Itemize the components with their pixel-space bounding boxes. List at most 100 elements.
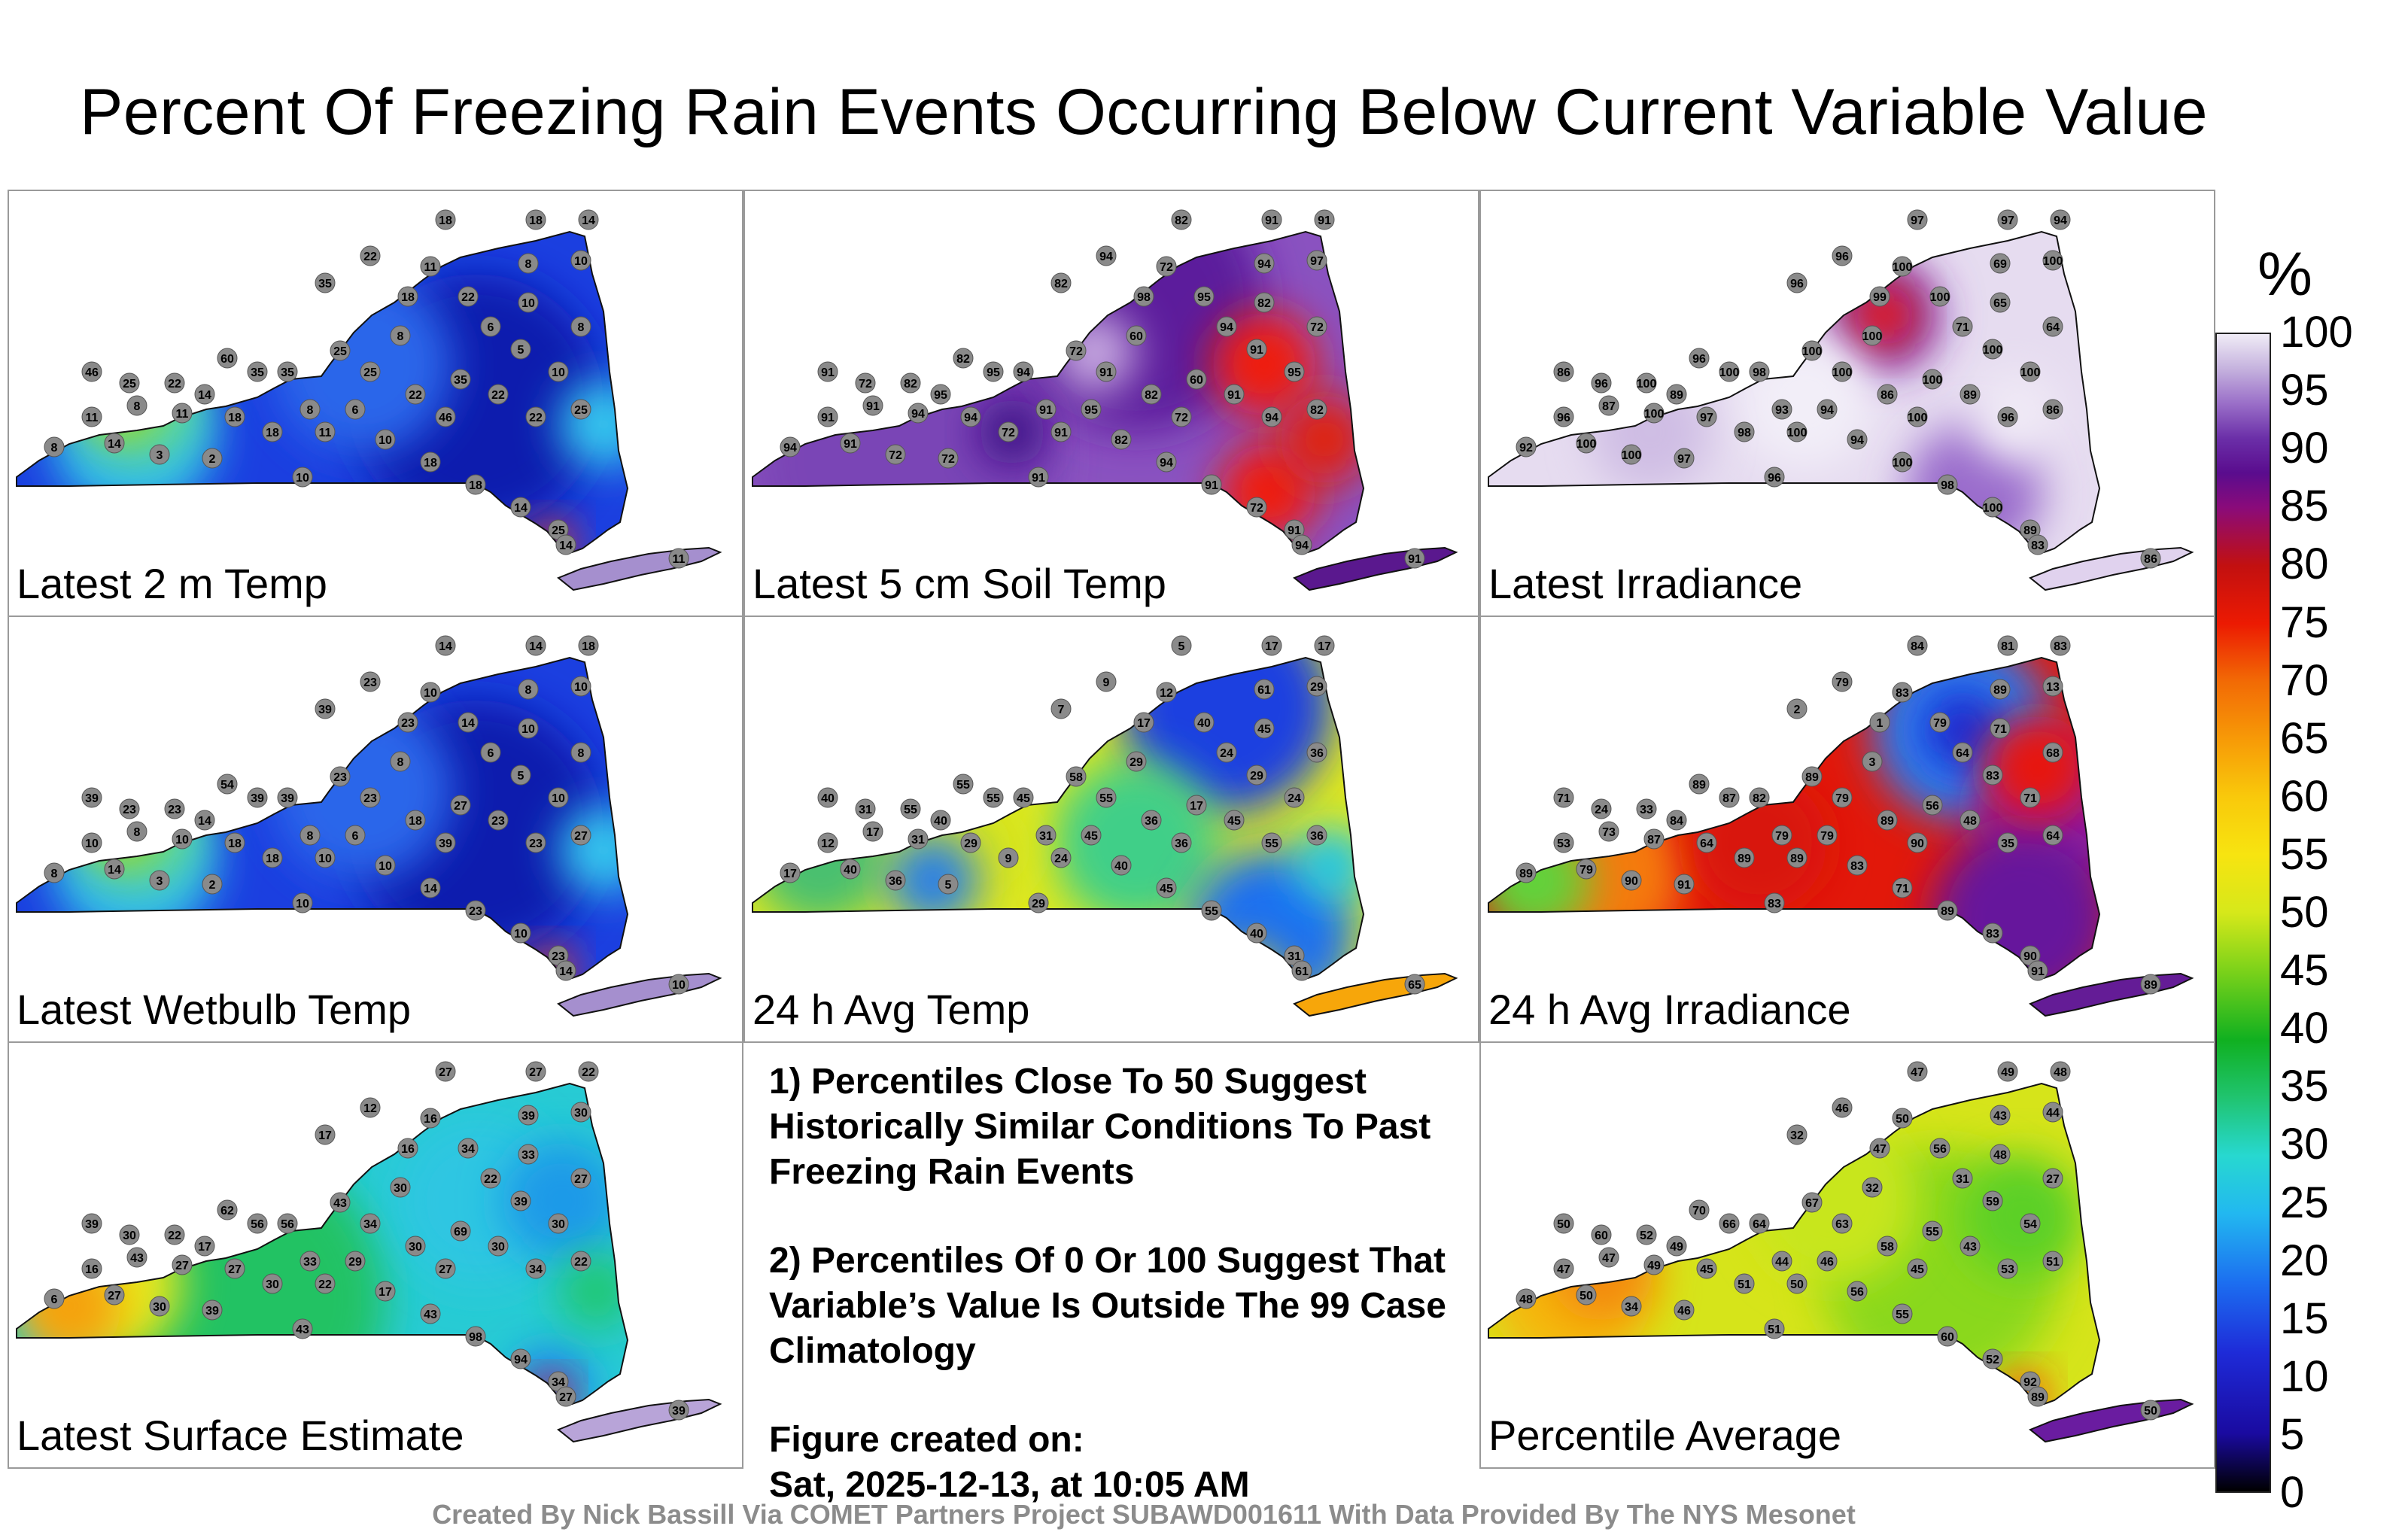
colorbar-tick-label: 35 <box>2280 1062 2329 1111</box>
station-marker <box>465 474 486 495</box>
station-marker <box>1013 787 1034 808</box>
station-marker <box>1314 635 1335 656</box>
station-marker <box>81 832 102 853</box>
station-marker <box>1035 399 1057 420</box>
station-marker <box>315 847 336 868</box>
station-marker <box>81 1258 102 1279</box>
station-value: 61 <box>1257 684 1271 697</box>
station-value: 89 <box>1805 771 1819 784</box>
station-marker <box>1764 467 1785 488</box>
station-value: 71 <box>2023 792 2037 805</box>
station-value: 50 <box>1896 1113 1909 1126</box>
station-value: 14 <box>108 864 121 877</box>
station-marker <box>1111 855 1132 876</box>
station-marker <box>1246 497 1267 518</box>
station-marker <box>465 900 486 921</box>
station-value: 94 <box>1017 366 1030 379</box>
station-marker <box>1193 286 1215 307</box>
station-value: 72 <box>859 378 872 391</box>
station-marker <box>330 340 351 361</box>
station-marker <box>578 1061 599 1082</box>
station-value: 3 <box>1869 756 1876 769</box>
station-marker <box>345 399 366 420</box>
station-marker <box>1306 825 1327 846</box>
station-value: 27 <box>574 1173 588 1186</box>
station-value: 82 <box>1175 214 1188 227</box>
station-marker <box>1982 923 2003 944</box>
station-marker <box>81 361 102 382</box>
station-value: 94 <box>964 412 977 424</box>
station-marker <box>1126 751 1147 772</box>
station-marker <box>44 436 65 457</box>
station-value: 45 <box>1911 1263 1924 1276</box>
station-value: 34 <box>1625 1301 1638 1314</box>
station-marker <box>2020 1213 2041 1234</box>
station-value: 52 <box>1986 1354 1999 1366</box>
station-marker <box>1096 787 1117 808</box>
station-marker <box>862 395 883 416</box>
station-marker <box>1832 787 1853 808</box>
station-value: 59 <box>1986 1196 1999 1208</box>
station-marker <box>1111 429 1132 450</box>
station-value: 29 <box>1032 898 1045 910</box>
station-value: 23 <box>363 792 377 805</box>
station-marker <box>420 877 441 898</box>
station-value: 94 <box>783 442 797 454</box>
contour-region <box>1921 688 2004 771</box>
station-value: 27 <box>2046 1173 2060 1186</box>
colorbar-tick-label: 20 <box>2280 1236 2329 1285</box>
station-value: 45 <box>1700 1263 1713 1276</box>
station-marker <box>1081 825 1102 846</box>
station-value: 14 <box>559 965 573 978</box>
station-marker <box>1892 1303 1913 1324</box>
colorbar-tick-label: 0 <box>2280 1468 2305 1517</box>
station-marker <box>1553 1213 1574 1234</box>
station-marker <box>330 1192 351 1213</box>
station-marker <box>518 1105 539 1126</box>
station-marker <box>1960 1236 1981 1257</box>
station-marker <box>2027 960 2048 981</box>
station-marker <box>104 1284 125 1306</box>
station-marker <box>488 1236 509 1257</box>
station-value: 22 <box>409 389 422 402</box>
station-value: 60 <box>1595 1230 1608 1242</box>
station-value: 56 <box>1850 1286 1864 1299</box>
station-marker <box>397 712 418 733</box>
station-value: 72 <box>1250 502 1263 515</box>
station-value: 8 <box>307 830 314 843</box>
station-value: 79 <box>1835 676 1849 689</box>
station-value: 30 <box>409 1241 422 1254</box>
station-marker <box>1553 361 1574 382</box>
station-value: 9 <box>1005 853 1012 865</box>
station-value: 79 <box>1933 717 1947 730</box>
contour-region <box>558 379 628 470</box>
station-value: 71 <box>1557 792 1570 805</box>
station-marker <box>1832 1213 1853 1234</box>
station-value: 96 <box>1595 378 1608 391</box>
station-value: 8 <box>525 684 532 697</box>
station-marker <box>435 209 456 230</box>
station-marker <box>1035 825 1057 846</box>
colorbar-tick-label: 15 <box>2280 1293 2329 1343</box>
station-value: 14 <box>108 438 121 451</box>
station-marker <box>1066 766 1087 787</box>
station-marker <box>570 825 591 846</box>
station-value: 10 <box>552 366 565 379</box>
station-value: 14 <box>198 389 211 402</box>
station-marker <box>1516 862 1537 883</box>
station-marker <box>668 1400 689 1421</box>
station-value: 82 <box>956 353 970 366</box>
station-marker <box>1201 474 1222 495</box>
station-marker <box>420 1108 441 1129</box>
station-value: 6 <box>488 747 494 760</box>
station-value: 89 <box>2023 524 2037 537</box>
station-marker <box>217 1199 238 1220</box>
station-marker <box>1749 1213 1770 1234</box>
station-marker <box>435 1258 456 1279</box>
station-marker <box>1246 339 1267 360</box>
station-value: 65 <box>1993 297 2007 310</box>
station-value: 47 <box>1602 1252 1616 1265</box>
station-value: 84 <box>1670 815 1683 828</box>
station-value: 9 <box>1103 676 1110 689</box>
station-marker <box>1734 847 1755 868</box>
